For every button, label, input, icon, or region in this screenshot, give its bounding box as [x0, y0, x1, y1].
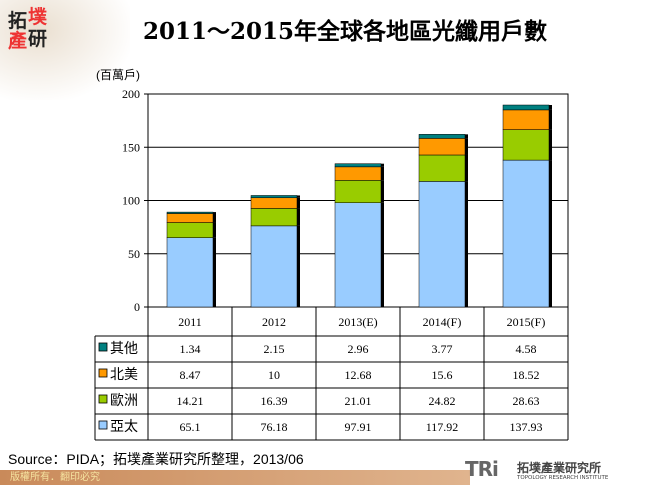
data-label: 2.15: [264, 342, 285, 356]
data-label: 76.18: [261, 420, 288, 434]
data-label: 3.77: [432, 342, 453, 356]
data-label: 97.91: [345, 420, 372, 434]
legend-key: [98, 420, 108, 430]
data-label: 1.34: [180, 342, 201, 356]
y-tick-label: 0: [134, 300, 140, 314]
copyright: 版權所有．翻印必究: [10, 472, 100, 483]
data-label: 16.39: [261, 394, 288, 408]
data-label: 24.82: [429, 394, 456, 408]
bar-其他: [166, 211, 214, 214]
bar-北美: [502, 109, 550, 130]
bar-北美: [166, 213, 214, 223]
bar-歐洲: [250, 208, 298, 227]
data-label: 10: [268, 368, 280, 382]
bar-亞太: [502, 159, 550, 308]
bar-其他: [334, 163, 382, 168]
bar-北美: [250, 197, 298, 209]
y-axis-unit: (百萬戶): [96, 68, 140, 82]
data-label: 15.6: [432, 368, 453, 382]
x-tick-label: 2011: [178, 315, 202, 329]
bar-歐洲: [502, 129, 550, 161]
source-note: Source：PIDA；拓墣產業研究所整理，2013/06: [8, 451, 304, 467]
legend-label: 其他: [110, 341, 138, 357]
data-label: 21.01: [345, 394, 372, 408]
legend-label: 北美: [110, 367, 138, 383]
legend-label: 亞太: [110, 419, 138, 435]
legend-label: 歐洲: [110, 393, 138, 409]
bar-亞太: [166, 237, 214, 308]
tri-mark: TRi: [465, 457, 499, 481]
data-label: 117.92: [426, 420, 459, 434]
data-label: 4.58: [516, 342, 537, 356]
x-tick-label: 2012: [262, 315, 286, 329]
y-tick-label: 200: [122, 87, 140, 101]
bar-亞太: [250, 225, 298, 308]
y-tick-label: 50: [128, 247, 140, 261]
data-label: 137.93: [510, 420, 543, 434]
y-tick-label: 100: [122, 194, 140, 208]
tri-en: TOPOLOGY RESEARCH INSTITUTE: [517, 475, 609, 481]
chart-title: 2011～2015年全球各地區光纖用戶數: [142, 18, 548, 45]
data-label: 8.47: [180, 368, 201, 382]
data-label: 18.52: [513, 368, 540, 382]
bar-北美: [334, 166, 382, 181]
data-label: 14.21: [177, 394, 204, 408]
x-tick-label: 2013(E): [338, 315, 377, 329]
tri-logo: TRi 拓墣產業研究所 TOPOLOGY RESEARCH INSTITUTE: [465, 457, 608, 481]
data-label: 12.68: [345, 368, 372, 382]
y-tick-label: 150: [122, 140, 140, 154]
legend-key: [98, 342, 108, 352]
bar-歐洲: [334, 180, 382, 203]
data-label: 2.96: [348, 342, 369, 356]
bar-歐洲: [418, 154, 466, 182]
bar-亞太: [418, 181, 466, 308]
bar-其他: [250, 195, 298, 199]
bar-北美: [418, 138, 466, 156]
background-map: [0, 0, 130, 100]
logo: 拓墣 產研: [8, 6, 48, 52]
copyright-bar: 版權所有．翻印必究: [0, 470, 470, 485]
data-label: 65.1: [180, 420, 201, 434]
legend-key: [98, 368, 108, 378]
bar-其他: [418, 134, 466, 139]
x-tick-label: 2014(F): [423, 315, 462, 329]
bar-亞太: [334, 202, 382, 308]
legend-key: [98, 394, 108, 404]
tri-cn: 拓墣產業研究所: [517, 461, 602, 475]
x-tick-label: 2015(F): [507, 315, 546, 329]
bar-歐洲: [166, 222, 214, 238]
data-label: 28.63: [513, 394, 540, 408]
bar-其他: [502, 104, 550, 111]
